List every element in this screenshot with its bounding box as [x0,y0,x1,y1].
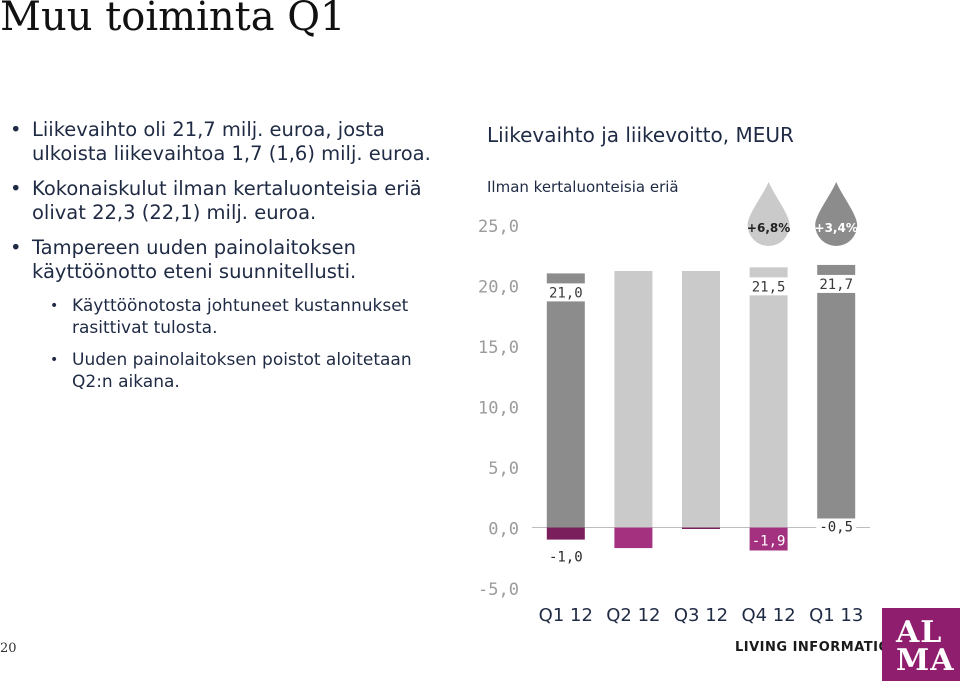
chart-subtitle: Ilman kertaluonteisia eriä [487,178,679,196]
x-tick-label: Q4 12 [741,605,795,626]
profit-data-label: -1,9 [752,533,786,549]
y-tick-label: -5,0 [478,580,519,600]
revenue-bar [749,267,788,528]
growth-annotation-label: +3,4% [815,221,858,235]
profit-data-label-bg [816,518,857,536]
y-tick-label: 20,0 [478,278,519,298]
y-tick-label: 0,0 [488,520,519,540]
bullet-item: Tampereen uuden painolaitoksen käyttööno… [10,236,450,284]
profit-data-label: -0,5 [819,520,853,536]
logo-text-bottom: MA [896,643,955,678]
sub-bullet-item: Käyttöönotosta johtuneet kustannukset ra… [50,295,450,339]
revenue-bar [682,270,720,528]
revenue-data-label-bg [814,274,859,293]
logo-text-top: AL [896,615,943,650]
growth-drop-marker [747,182,790,246]
profit-data-label: -1,0 [549,550,583,566]
x-tick-label: Q3 12 [674,605,728,626]
alma-logo: AL MA [882,608,960,681]
x-tick-label: Q1 12 [539,605,593,626]
bullet-item: Liikevaihto oli 21,7 milj. euroa, josta … [10,118,450,166]
bullet-item: Kokonaiskulut ilman kertaluonteisia eriä… [10,177,450,225]
x-tick-label: Q1 13 [809,605,863,626]
revenue-data-label-bg [543,283,588,302]
y-tick-label: 5,0 [488,459,519,479]
revenue-bar [614,270,653,528]
y-tick-label: 10,0 [478,399,519,419]
page-number: 20 [0,641,17,656]
revenue-bar [817,264,856,528]
revenue-bar [546,273,585,528]
profit-bar [614,527,653,549]
revenue-data-label-bg [746,277,791,296]
growth-drop-marker [815,182,858,246]
revenue-data-label: 21,5 [752,279,786,295]
chart-title: Liikevaihto ja liikevoitto, MEUR [487,123,794,147]
footer-tagline: LIVING INFORMATION [735,640,902,655]
profit-bar [749,527,788,551]
slide-title: Muu toiminta Q1 [0,0,346,40]
revenue-data-label: 21,0 [549,285,583,301]
sub-bullet-item: Uuden painolaitoksen poistot aloitetaan … [50,349,450,393]
profit-bar [682,527,720,529]
growth-annotation-label: +6,8% [747,221,790,235]
bullet-list: Liikevaihto oli 21,7 milj. euroa, josta … [10,118,450,403]
revenue-data-label: 21,7 [819,277,853,293]
y-tick-label: 25,0 [478,217,519,237]
y-tick-label: 15,0 [478,338,519,358]
profit-bar [546,527,585,540]
x-tick-label: Q2 12 [606,605,660,626]
